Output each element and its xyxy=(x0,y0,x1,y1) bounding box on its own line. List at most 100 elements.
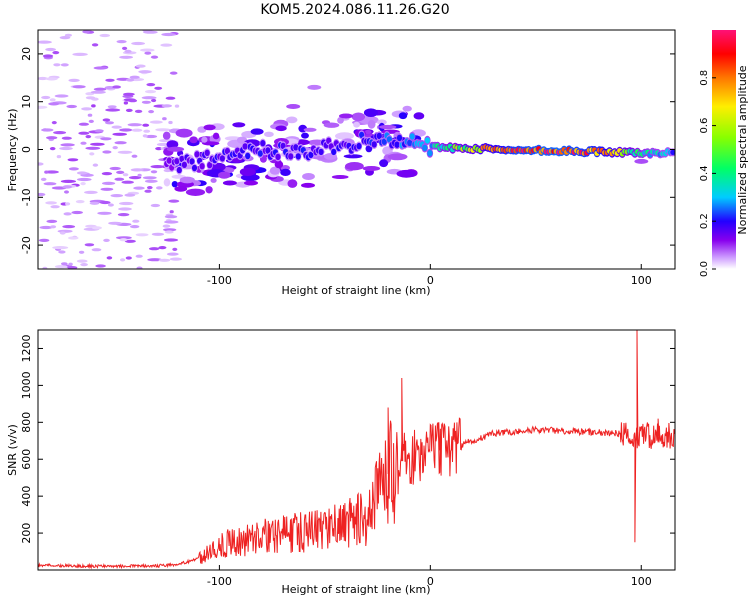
isolated-patch xyxy=(222,180,237,186)
noise-patch xyxy=(109,166,121,171)
noise-patch xyxy=(154,86,163,90)
x-tick-label: 100 xyxy=(631,575,652,588)
noise-patch xyxy=(43,182,57,186)
noise-patch xyxy=(116,170,125,174)
ridge-cell xyxy=(265,147,271,154)
halo-patch xyxy=(363,108,378,117)
y-tick-label: 1200 xyxy=(20,334,33,362)
noise-patch xyxy=(78,131,90,135)
noise-patch xyxy=(56,155,62,159)
halo-patch xyxy=(232,122,246,128)
noise-patch xyxy=(45,77,58,81)
ridge-cell xyxy=(166,157,172,164)
noise-patch xyxy=(129,75,140,79)
noise-patch xyxy=(91,104,96,108)
isolated-patch xyxy=(307,84,322,90)
noise-patch xyxy=(130,168,144,172)
noise-patch xyxy=(105,108,121,112)
halo-patch xyxy=(402,105,412,112)
noise-patch xyxy=(161,32,176,37)
noise-patch xyxy=(151,98,157,103)
ridge-cell xyxy=(427,150,433,157)
noise-patch xyxy=(168,120,173,125)
noise-patch xyxy=(150,203,161,208)
ridge-cell xyxy=(176,166,182,174)
noise-patch xyxy=(54,265,68,269)
snr-y-ticks: 200 400 600 800 1000 1200 xyxy=(20,334,675,544)
noise-patch xyxy=(54,94,69,98)
noise-patch xyxy=(125,256,132,260)
noise-patch xyxy=(141,100,151,104)
halo-patch xyxy=(163,178,171,187)
noise-patch xyxy=(148,110,155,114)
noise-patch xyxy=(156,186,163,190)
noise-patch xyxy=(100,187,114,191)
ridge-cell xyxy=(260,140,266,147)
noise-patch xyxy=(114,177,125,181)
noise-patch xyxy=(105,78,115,82)
noise-patch xyxy=(108,221,122,225)
ridge-cell xyxy=(219,155,225,162)
halo-patch xyxy=(280,168,291,176)
noise-patch xyxy=(85,146,101,150)
noise-patch xyxy=(99,33,111,38)
noise-patch xyxy=(122,46,128,51)
noise-patch xyxy=(51,121,57,125)
halo-patch xyxy=(364,129,372,135)
noise-patch xyxy=(77,177,92,182)
halo-patch xyxy=(335,132,354,140)
halo-patch xyxy=(205,186,213,194)
noise-patch xyxy=(160,43,173,47)
noise-patch xyxy=(137,173,142,177)
halo-patch xyxy=(302,173,315,180)
noise-patch xyxy=(78,122,89,126)
noise-patch xyxy=(45,47,56,52)
noise-patch xyxy=(162,224,171,228)
halo-patch xyxy=(387,153,408,161)
noise-patch xyxy=(38,238,50,242)
noise-patch xyxy=(133,186,145,190)
noise-patch xyxy=(38,162,44,166)
noise-patch xyxy=(99,200,111,205)
halo-patch xyxy=(162,131,171,140)
noise-patch xyxy=(112,146,118,150)
noise-patch xyxy=(135,254,143,258)
ridge-cell xyxy=(257,150,263,157)
noise-patch xyxy=(124,193,136,197)
noise-patch xyxy=(135,64,146,68)
noise-patch xyxy=(124,49,132,54)
noise-patch xyxy=(72,52,88,57)
y-tick-label: 400 xyxy=(20,486,33,507)
snr-frame xyxy=(37,329,676,571)
snr-series-line xyxy=(38,330,675,570)
halo-patch xyxy=(166,140,179,149)
noise-patch xyxy=(169,257,182,261)
noise-patch xyxy=(117,213,130,217)
colorbar-ticks: 0.0 0.2 0.4 0.6 0.8 xyxy=(699,70,716,277)
ridge-cell xyxy=(318,148,324,156)
halo-patch xyxy=(301,132,309,139)
noise-patch xyxy=(144,90,157,94)
noise-patch xyxy=(140,48,155,52)
snr-xlabel: Height of straight line (km) xyxy=(281,583,430,596)
ridge-cell xyxy=(207,161,213,169)
noise-patch xyxy=(144,134,158,139)
noise-patch xyxy=(58,250,66,254)
noise-patch xyxy=(45,201,57,205)
noise-patch xyxy=(63,212,72,216)
noise-patch xyxy=(89,152,95,156)
isolated-patch xyxy=(339,113,353,119)
halo-patch xyxy=(323,122,340,128)
noise-patch xyxy=(131,41,146,46)
ridge-cell xyxy=(191,164,198,172)
noise-patch xyxy=(97,211,112,215)
halo-patch xyxy=(250,128,264,135)
noise-patch xyxy=(112,85,121,89)
halo-patch xyxy=(413,112,425,120)
spectrogram-x-ticks: -100 0 100 xyxy=(207,264,652,287)
noise-patch xyxy=(102,118,111,122)
halo-patch xyxy=(218,171,231,179)
x-tick-label: 0 xyxy=(427,274,434,287)
